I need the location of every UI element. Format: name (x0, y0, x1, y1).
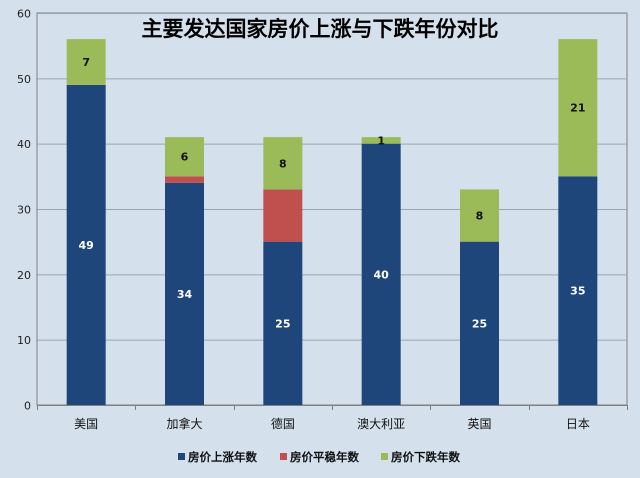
data-label: 25 (472, 317, 487, 330)
x-tick-label: 加拿大 (166, 416, 202, 431)
bar-segment (361, 137, 401, 144)
y-tick-label: 0 (24, 400, 31, 413)
bar-segment (165, 137, 204, 177)
bar-segment (66, 39, 106, 85)
bars (66, 39, 598, 405)
y-tick-label: 30 (17, 204, 31, 217)
bar-segment (558, 39, 598, 177)
legend-label: 房价下跌年数 (391, 450, 460, 464)
data-label: 7 (82, 56, 90, 69)
bar-segment (460, 189, 499, 242)
bar-segment (165, 176, 204, 183)
bar-segment (558, 176, 598, 405)
data-label: 8 (279, 157, 287, 170)
data-label: 8 (476, 210, 484, 223)
x-tick-label: 英国 (467, 417, 491, 431)
x-tick-label: 澳大利亚 (357, 417, 405, 431)
bar-segment (460, 241, 499, 405)
bar-segment (263, 189, 303, 242)
legend-swatch (280, 453, 287, 460)
y-tick-label: 20 (17, 269, 31, 282)
x-tick-label: 日本 (566, 417, 590, 431)
bar-segment (361, 143, 401, 405)
bar-segment (66, 84, 106, 405)
legend-label: 房价上涨年数 (188, 450, 257, 464)
data-label: 6 (181, 151, 189, 164)
axes: 0 10 20 30 40 50 60 美国 加拿大 德国 澳大利亚 英国 日本 (17, 8, 628, 431)
bar-segment (263, 137, 303, 190)
chart-title: 主要发达国家房价上涨与下跌年份对比 (142, 17, 499, 41)
legend-label: 房价平稳年数 (290, 450, 359, 464)
data-label: 49 (79, 239, 94, 252)
y-tick-label: 40 (17, 138, 31, 151)
legend-swatch (381, 453, 388, 460)
y-tick-label: 50 (17, 73, 31, 86)
data-label: 40 (374, 268, 390, 281)
data-label: 25 (275, 317, 290, 330)
y-tick-label: 60 (17, 8, 31, 21)
x-tick-label: 美国 (74, 417, 98, 431)
y-tick-label: 10 (17, 334, 31, 347)
legend-swatch (178, 453, 185, 460)
data-labels: 49 7 34 6 25 8 40 1 25 8 35 21 (79, 56, 586, 330)
x-tick-label: 德国 (271, 416, 295, 431)
legend: 房价上涨年数 房价平稳年数 房价下跌年数 (178, 450, 460, 464)
data-label: 21 (570, 102, 585, 115)
data-label: 34 (177, 288, 193, 301)
bar-segment (263, 241, 303, 405)
bar-segment (165, 182, 204, 405)
gridlines (36, 12, 628, 406)
data-label: 1 (377, 134, 385, 147)
data-label: 35 (570, 285, 585, 298)
